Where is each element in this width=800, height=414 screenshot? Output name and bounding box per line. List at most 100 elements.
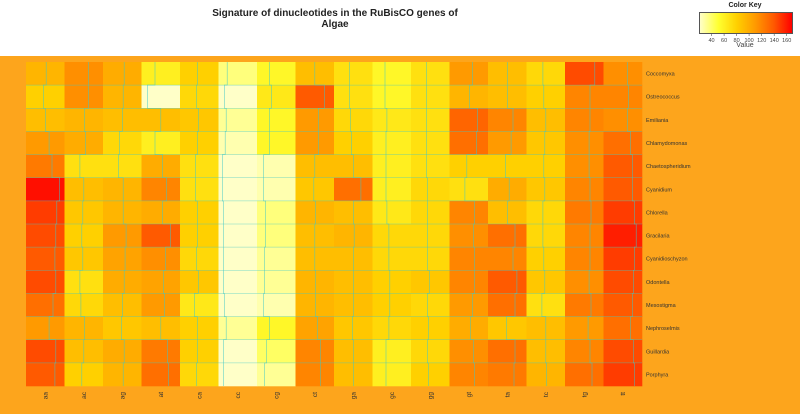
color-key-tick-label: 160	[782, 38, 791, 44]
heatmap-cell	[257, 362, 296, 387]
heatmap-cell	[411, 154, 450, 179]
heatmap-cell	[295, 200, 335, 225]
heatmap-cell	[218, 108, 258, 132]
heatmap-cell	[565, 270, 604, 294]
heatmap-cell	[488, 339, 527, 364]
heatmap-cell	[295, 108, 335, 132]
heatmap-cell	[26, 85, 65, 109]
heatmap-cell	[372, 362, 412, 387]
heatmap-cell	[411, 177, 450, 202]
column-label: at	[158, 392, 165, 398]
heatmap-cell	[334, 177, 373, 202]
heatmap-cell	[603, 316, 643, 341]
column-label: ca	[196, 392, 203, 399]
heatmap-cell	[218, 62, 258, 86]
heatmap-cell	[411, 293, 450, 317]
heatmap-cell	[526, 247, 566, 271]
heatmap-cell	[103, 270, 142, 294]
heatmap-cell	[449, 270, 489, 294]
color-key-tick-label: 80	[734, 38, 740, 44]
heatmap-cell	[372, 339, 412, 364]
heatmap-cell	[64, 108, 104, 132]
heatmap-cell	[488, 293, 527, 317]
heatmap-cell	[449, 362, 489, 387]
row-label: Emiliania	[646, 118, 669, 124]
heatmap-cell	[257, 62, 296, 86]
color-key-tick-label: 120	[757, 38, 766, 44]
heatmap-cell	[180, 131, 219, 155]
heatmap-cell	[26, 362, 65, 387]
heatmap-cell	[603, 85, 643, 109]
heatmap-cell	[565, 339, 604, 364]
heatmap-cell	[180, 62, 219, 86]
heatmap-cell	[526, 131, 566, 155]
heatmap-cell	[603, 62, 643, 86]
heatmap-cell	[64, 270, 104, 294]
heatmap-cell	[257, 270, 296, 294]
heatmap-cell	[411, 62, 450, 86]
heatmap-cell	[603, 339, 643, 364]
heatmap-cell	[103, 62, 142, 86]
heatmap-cell	[64, 293, 104, 317]
heatmap-cell	[603, 131, 643, 155]
heatmap-cell	[411, 270, 450, 294]
heatmap-cell	[26, 224, 65, 248]
heatmap-cell	[141, 362, 181, 387]
heatmap-cell	[372, 62, 412, 86]
heatmap-cell	[488, 224, 527, 248]
heatmap-cell	[180, 224, 219, 248]
heatmap-cell	[141, 62, 181, 86]
column-label: gc	[389, 391, 396, 399]
heatmap-cell	[141, 131, 181, 155]
heatmap-cell	[449, 316, 489, 341]
heatmap-cell	[488, 108, 527, 132]
heatmap-cell	[411, 316, 450, 341]
heatmap-cell	[295, 362, 335, 387]
heatmap-cell	[372, 177, 412, 202]
heatmap-cell	[180, 362, 219, 387]
heatmap-cell	[64, 85, 104, 109]
heatmap-cell	[295, 316, 335, 341]
heatmap-cell	[295, 177, 335, 202]
heatmap-cell	[180, 293, 219, 317]
heatmap-cell	[103, 154, 142, 179]
heatmap-cell	[526, 293, 566, 317]
heatmap-cell	[257, 224, 296, 248]
heatmap-cell	[257, 339, 296, 364]
heatmap-cell	[488, 316, 527, 341]
heatmap-cell	[26, 316, 65, 341]
heatmap-cell	[603, 177, 643, 202]
heatmap-cell	[26, 62, 65, 86]
heatmap-cell	[218, 177, 258, 202]
chart-title: Signature of dinucleotides in the RuBisC…	[212, 8, 458, 30]
heatmap-cell	[372, 224, 412, 248]
heatmap-cell	[488, 362, 527, 387]
heatmap-cell	[603, 154, 643, 179]
color-key-label: Value	[736, 42, 754, 49]
heatmap-cell	[180, 200, 219, 225]
heatmap-cell	[26, 247, 65, 271]
heatmap-cell	[141, 293, 181, 317]
heatmap-cell	[218, 154, 258, 179]
heatmap-cell	[334, 131, 373, 155]
heatmap-cell	[372, 316, 412, 341]
heatmap-cell	[334, 62, 373, 86]
heatmap-cell	[603, 108, 643, 132]
heatmap-cell	[257, 316, 296, 341]
heatmap-cell	[603, 224, 643, 248]
column-label: ct	[312, 392, 319, 397]
heatmap-cell	[449, 200, 489, 225]
heatmap-cell	[218, 224, 258, 248]
heatmap-cell	[26, 293, 65, 317]
row-label: Ostreococcus	[646, 95, 680, 101]
column-label: gg	[427, 392, 434, 400]
heatmap-cell	[141, 200, 181, 225]
heatmap-cell	[449, 85, 489, 109]
heatmap-cell	[257, 200, 296, 225]
heatmap-cell	[180, 270, 219, 294]
heatmap-cell	[141, 247, 181, 271]
row-label: Odontella	[646, 280, 670, 286]
heatmap-cell	[218, 85, 258, 109]
heatmap-cell	[103, 316, 142, 341]
